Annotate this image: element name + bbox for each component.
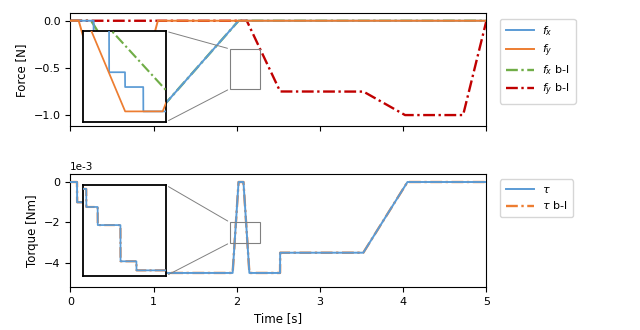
- $f_x$: [92, 71, 99, 75]
- $f_y$ b-l: [461, 108, 468, 112]
- $\tau$ b-l: [148, 271, 156, 275]
- $\tau$: [84, 220, 92, 224]
- $f_x$: [270, 19, 278, 23]
- $\tau$ b-l: [483, 180, 490, 184]
- $f_x$ b-l: [146, 113, 154, 117]
- $f_y$: [84, 50, 92, 54]
- $f_x$ b-l: [68, 19, 76, 23]
- $f_x$: [115, 113, 122, 117]
- Line: $\tau$: $\tau$: [70, 182, 486, 273]
- Line: $f_y$ b-l: $f_y$ b-l: [70, 21, 486, 115]
- $f_y$: [102, 113, 109, 117]
- $f_x$ b-l: [270, 19, 278, 23]
- $f_x$: [84, 19, 92, 23]
- Line: $f_x$: $f_x$: [70, 21, 486, 115]
- $\tau$ b-l: [92, 220, 99, 224]
- $f_y$ b-l: [68, 19, 76, 23]
- $\tau$ b-l: [110, 271, 118, 275]
- $f_y$ b-l: [84, 19, 92, 23]
- $\tau$ b-l: [68, 180, 76, 184]
- $\tau$ b-l: [270, 271, 278, 275]
- $\tau$ b-l: [461, 180, 468, 184]
- $f_y$ b-l: [483, 19, 490, 23]
- $\tau$: [461, 180, 468, 184]
- Bar: [230, 49, 260, 89]
- X-axis label: Time [s]: Time [s]: [254, 313, 303, 325]
- $f_x$ b-l: [84, 19, 92, 23]
- $f_y$ b-l: [92, 19, 99, 23]
- $f_x$: [67, 19, 74, 23]
- Line: $f_y$: $f_y$: [70, 21, 486, 115]
- $f_y$ b-l: [67, 19, 74, 23]
- $f_y$: [67, 19, 74, 23]
- $f_y$ b-l: [401, 113, 409, 117]
- $f_x$ b-l: [92, 25, 99, 29]
- $\tau$: [270, 271, 278, 275]
- $f_y$: [461, 19, 468, 23]
- Y-axis label: Torque [Nm]: Torque [Nm]: [26, 194, 38, 267]
- Legend: $f_x$, $f_y$, $f_x$ b-l, $f_y$ b-l: $f_x$, $f_y$, $f_x$ b-l, $f_y$ b-l: [500, 19, 575, 104]
- $f_x$ b-l: [148, 113, 156, 117]
- Line: $\tau$ b-l: $\tau$ b-l: [70, 182, 486, 273]
- $f_y$: [270, 19, 278, 23]
- $\tau$: [68, 180, 76, 184]
- $\tau$ b-l: [67, 180, 74, 184]
- Y-axis label: Force [N]: Force [N]: [15, 43, 28, 97]
- Bar: [230, 222, 260, 243]
- $f_x$: [483, 19, 490, 23]
- $\tau$: [110, 271, 118, 275]
- $f_y$: [68, 19, 76, 23]
- Line: $f_x$ b-l: $f_x$ b-l: [70, 21, 486, 115]
- $f_y$: [483, 19, 490, 23]
- Text: 1e-3: 1e-3: [70, 162, 93, 172]
- $\tau$: [483, 180, 490, 184]
- $f_y$: [148, 41, 156, 45]
- $f_x$ b-l: [461, 19, 468, 23]
- $f_x$: [461, 19, 468, 23]
- $\tau$ b-l: [84, 220, 92, 224]
- $\tau$: [92, 220, 99, 224]
- $f_y$ b-l: [270, 76, 278, 80]
- Legend: $\tau$, $\tau$ b-l: $\tau$, $\tau$ b-l: [500, 180, 573, 217]
- $\tau$: [67, 180, 74, 184]
- $f_x$ b-l: [67, 19, 74, 23]
- $f_x$ b-l: [483, 19, 490, 23]
- $\tau$: [148, 271, 156, 275]
- $f_x$: [148, 113, 156, 117]
- $f_y$ b-l: [148, 19, 156, 23]
- $f_x$: [68, 19, 76, 23]
- $f_y$: [92, 78, 99, 82]
